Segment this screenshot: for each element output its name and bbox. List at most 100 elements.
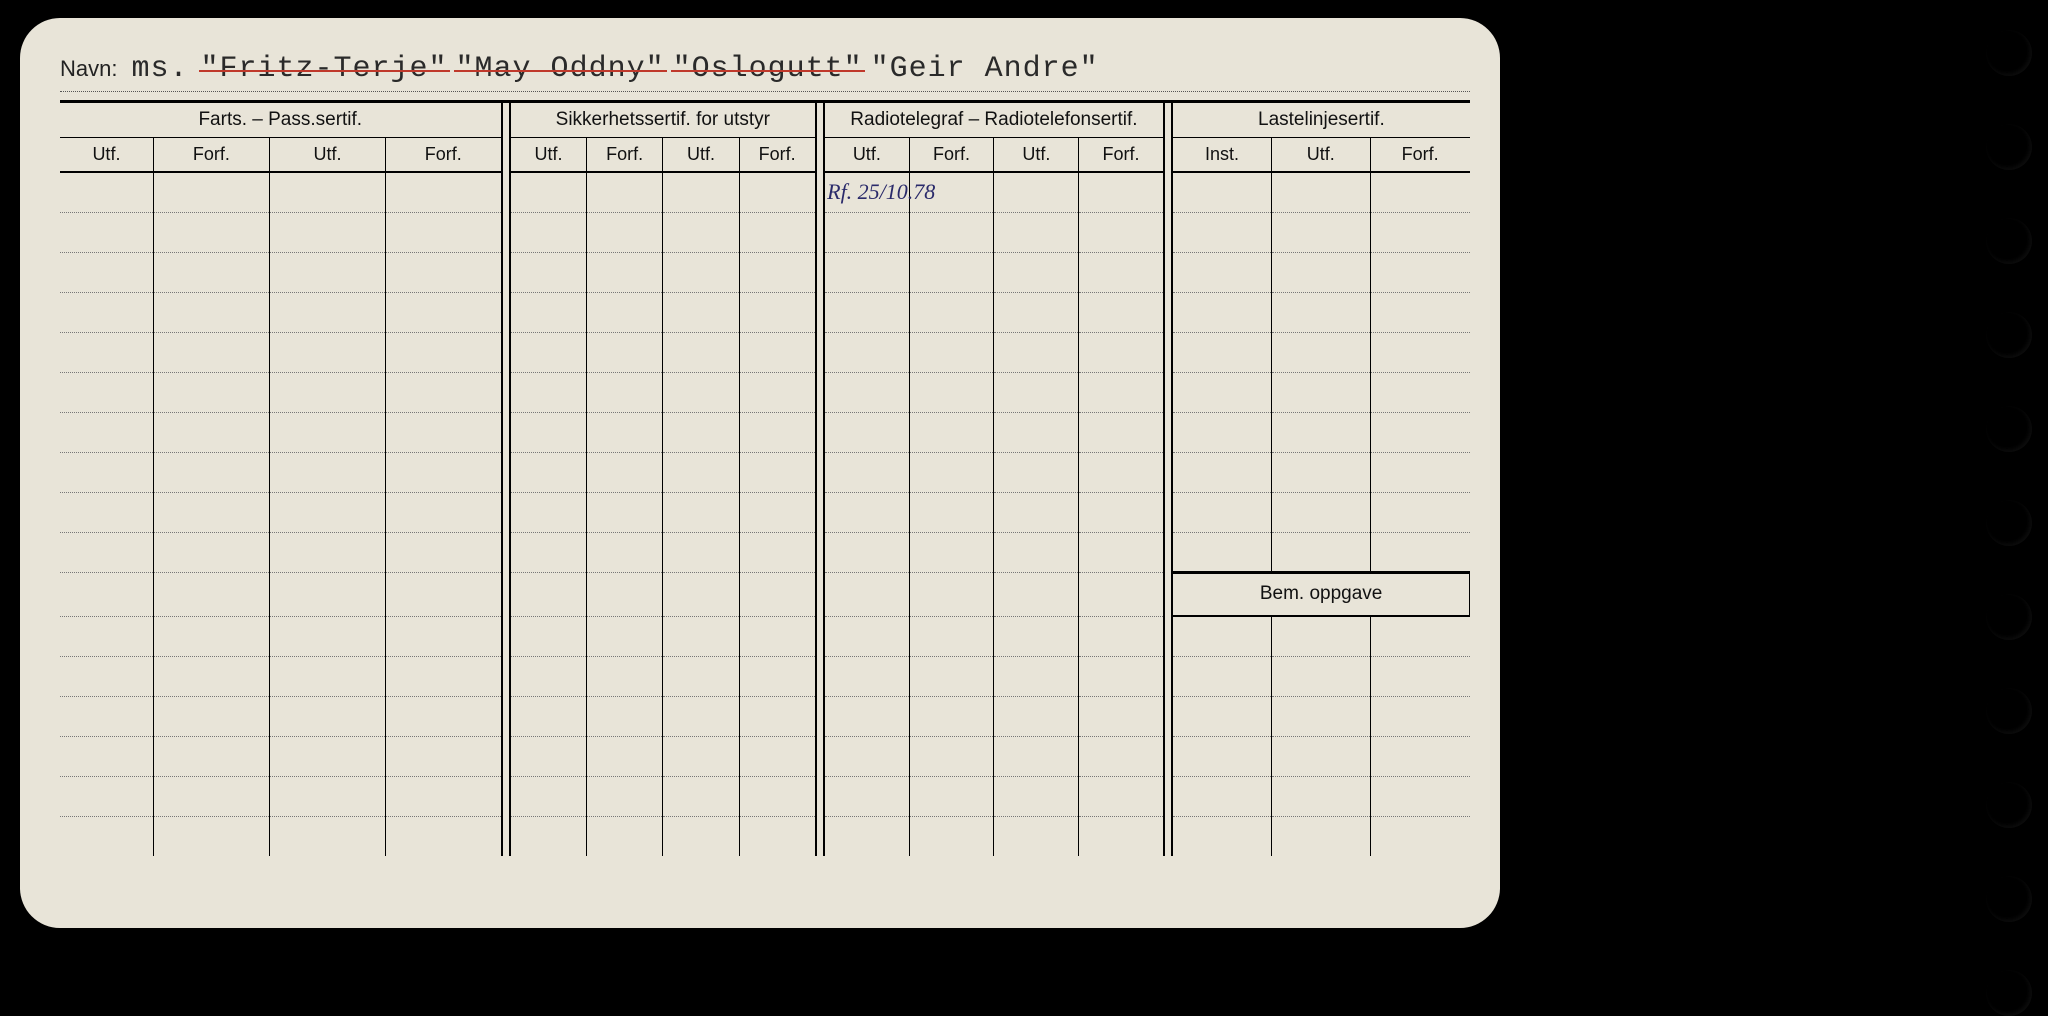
cell: [909, 776, 994, 816]
cell: [1172, 172, 1271, 212]
cell: [1370, 212, 1469, 252]
sub-inst: Inst.: [1172, 138, 1271, 173]
sub-forf: Forf.: [739, 138, 815, 173]
cell: [1079, 252, 1164, 292]
cell: [586, 572, 662, 616]
cell: [60, 332, 153, 372]
cell: [909, 212, 994, 252]
cell: [1271, 816, 1370, 856]
binder-hole: [1986, 970, 2032, 1016]
cell: [1172, 372, 1271, 412]
cell: [153, 452, 269, 492]
cell: [994, 816, 1079, 856]
cell: [1079, 332, 1164, 372]
cell: [824, 816, 909, 856]
cell: [153, 736, 269, 776]
cell: [824, 736, 909, 776]
cell: [1172, 816, 1271, 856]
cell: [663, 572, 739, 616]
cell: [510, 372, 586, 412]
gap: [502, 776, 510, 816]
cell: [739, 532, 815, 572]
cell: [60, 616, 153, 656]
cell: [994, 292, 1079, 332]
cell: [586, 696, 662, 736]
cell: [824, 616, 909, 656]
cell: [1172, 616, 1271, 656]
bem-label-cell: Bem. oppgave: [1172, 572, 1469, 616]
certificate-table: Farts. – Pass.sertif. Sikkerhetssertif. …: [60, 100, 1470, 856]
cell: [269, 332, 385, 372]
cell: [909, 252, 994, 292]
cell: [739, 252, 815, 292]
cell: [1271, 492, 1370, 532]
cell: [909, 696, 994, 736]
cell: [1079, 452, 1164, 492]
cell: [269, 452, 385, 492]
cell: [385, 776, 501, 816]
cell: [385, 816, 501, 856]
cell: [663, 452, 739, 492]
cell: [1079, 492, 1164, 532]
cell: [510, 816, 586, 856]
cell: [909, 572, 994, 616]
sub-utf: Utf.: [510, 138, 586, 173]
cell: [994, 252, 1079, 292]
cell: [269, 736, 385, 776]
vessel-name: "Oslogutt": [673, 52, 863, 86]
cell: [994, 332, 1079, 372]
cell: [510, 656, 586, 696]
cell: [510, 172, 586, 212]
cell: [1079, 572, 1164, 616]
cell: [385, 736, 501, 776]
cell: [739, 572, 815, 616]
gap: [816, 736, 824, 776]
cell: [994, 736, 1079, 776]
cell: [1271, 656, 1370, 696]
cell: [269, 252, 385, 292]
cell: [1172, 332, 1271, 372]
cell: [269, 372, 385, 412]
cell: [1370, 292, 1469, 332]
cell: [663, 372, 739, 412]
cell: [586, 252, 662, 292]
cell: [663, 696, 739, 736]
navn-prefix: ms.: [131, 52, 188, 86]
cell: [909, 656, 994, 696]
cell: [60, 452, 153, 492]
binder-hole: [1986, 876, 2032, 922]
cell: [1271, 776, 1370, 816]
cell: [1271, 412, 1370, 452]
cell: [1079, 656, 1164, 696]
sub-utf: Utf.: [994, 138, 1079, 173]
gap: [502, 452, 510, 492]
cell: [1172, 212, 1271, 252]
cell: [385, 532, 501, 572]
cell: [1172, 252, 1271, 292]
cell: [1079, 172, 1164, 212]
cell: [909, 452, 994, 492]
cell: [1370, 696, 1469, 736]
cell: [1079, 412, 1164, 452]
cell: [269, 696, 385, 736]
cell: [1079, 292, 1164, 332]
gap: [1164, 616, 1172, 656]
cell: [1370, 816, 1469, 856]
cell: [60, 572, 153, 616]
cell: [269, 492, 385, 532]
cell: [1271, 172, 1370, 212]
cell: [994, 212, 1079, 252]
cell: [1079, 816, 1164, 856]
cell: [60, 212, 153, 252]
cell: [824, 212, 909, 252]
cell: [824, 332, 909, 372]
cell: [510, 696, 586, 736]
gap: [1164, 452, 1172, 492]
cell: [60, 292, 153, 332]
cell: [1370, 452, 1469, 492]
binder-hole: [1986, 406, 2032, 452]
cell: [1370, 252, 1469, 292]
cell: [60, 736, 153, 776]
table-row: [60, 252, 1470, 292]
gap: [1164, 776, 1172, 816]
